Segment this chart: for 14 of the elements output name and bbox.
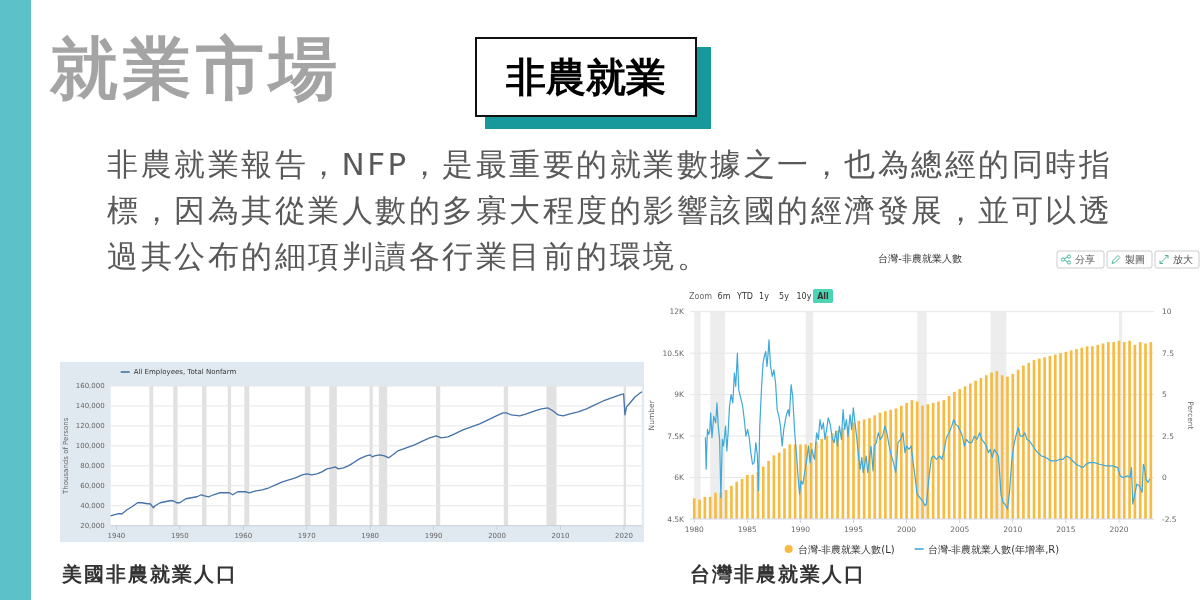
caption: 美國非農就業人口 [62,561,238,587]
paragraph: 非農就業報告，NFP，是最重要的就業數據之一，也為總經的同時指 [107,145,1113,184]
legend-item: 台灣-非農就業人數(L) [784,543,895,555]
caption: 台灣非農就業人口 [690,561,866,587]
title: 就業市場 [50,31,342,107]
button: 分享 [1056,250,1105,269]
button: 放大 [1154,250,1200,269]
subtitle: 非農就業 [475,37,697,117]
range-selector: Zoom 6m YTD 1y 5y 10y All [689,289,833,303]
legend-item: 台灣-非農就業人數(年增率,R) [913,543,1060,555]
paragraph: 過其公布的細項判讀各行業目前的環境。 [107,237,710,276]
title: 台灣-非農就業人數 [878,253,962,264]
paragraph: 標，因為其從業人數的多寡大程度的影響該國的經濟發展，並可以透 [107,191,1112,230]
button: 製圖 [1106,250,1153,269]
